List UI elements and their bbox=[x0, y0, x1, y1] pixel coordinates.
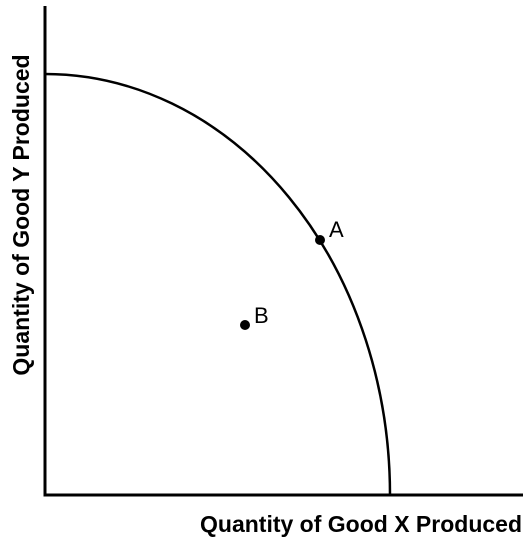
point-label: A bbox=[329, 217, 344, 242]
point-label: B bbox=[254, 303, 269, 328]
ppf-curve bbox=[44, 72, 392, 496]
x-axis-label: Quantity of Good X Produced bbox=[200, 511, 522, 537]
point-b bbox=[240, 320, 250, 330]
point-a bbox=[315, 235, 325, 245]
y-axis-label: Quantity of Good Y Produced bbox=[8, 54, 34, 375]
